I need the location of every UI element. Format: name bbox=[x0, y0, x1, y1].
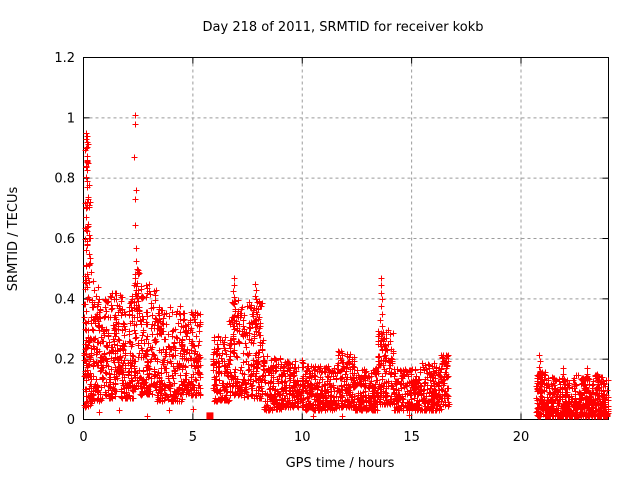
gap-marker-square bbox=[206, 412, 214, 420]
y-tick-label: 0.2 bbox=[54, 353, 75, 368]
y-tick-label: 0 bbox=[67, 413, 75, 428]
x-tick-label: 5 bbox=[189, 430, 197, 445]
y-tick-label: 1.2 bbox=[54, 51, 75, 66]
y-axis-label: SRMTID / TECUs bbox=[6, 187, 21, 292]
y-tick-label: 1 bbox=[67, 111, 75, 126]
plot-area: 0 5 10 15 20 0 0.2 0.4 0.6 0.8 1 1.2 bbox=[54, 51, 612, 445]
y-tick-label: 0.6 bbox=[54, 232, 75, 247]
x-axis-label: GPS time / hours bbox=[286, 456, 395, 471]
x-tick-label: 15 bbox=[403, 430, 420, 445]
x-tick-label: 10 bbox=[294, 430, 311, 445]
chart-title: Day 218 of 2011, SRMTID for receiver kok… bbox=[203, 20, 484, 35]
data-points bbox=[81, 112, 612, 420]
y-tick-label: 0.8 bbox=[54, 172, 75, 187]
x-tick-label: 0 bbox=[79, 430, 87, 445]
y-tick-label: 0.4 bbox=[54, 292, 75, 307]
x-tick-label: 20 bbox=[513, 430, 530, 445]
